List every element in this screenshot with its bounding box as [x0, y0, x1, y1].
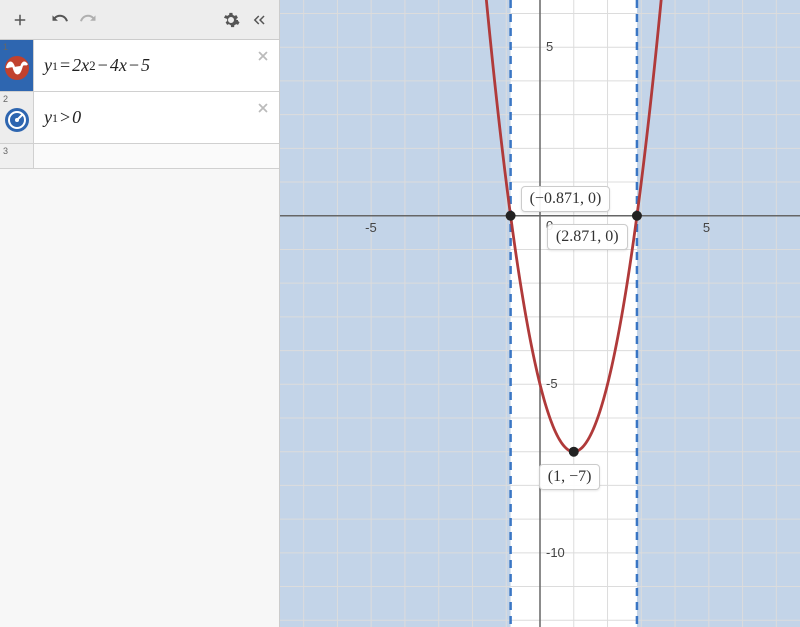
close-icon: [256, 101, 270, 115]
expression-index-tab[interactable]: 1: [0, 40, 34, 91]
y-tick-label: 5: [546, 39, 553, 54]
expression-list: 1 y1 = 2x2 − 4x − 5 2 y1 > 0 3: [0, 40, 279, 627]
delete-expression-button[interactable]: [253, 46, 273, 66]
expression-content[interactable]: y1 = 2x2 − 4x − 5: [34, 40, 279, 91]
point-label[interactable]: (−0.871, 0): [521, 186, 611, 212]
expression-row[interactable]: 1 y1 = 2x2 − 4x − 5: [0, 40, 279, 92]
expression-content[interactable]: [34, 144, 279, 168]
expression-index-tab[interactable]: 3: [0, 144, 34, 168]
inequality-color-icon[interactable]: [5, 108, 29, 132]
expression-sidebar: 1 y1 = 2x2 − 4x − 5 2 y1 > 0 3: [0, 0, 280, 627]
redo-icon: [79, 11, 97, 29]
gear-icon: [222, 11, 240, 29]
expression-index-number: 1: [3, 42, 8, 52]
plus-icon: [11, 11, 29, 29]
shade-left: [280, 0, 511, 627]
y-tick-label: -10: [546, 545, 565, 560]
undo-button[interactable]: [46, 6, 74, 34]
delete-expression-button[interactable]: [253, 98, 273, 118]
redo-button[interactable]: [74, 6, 102, 34]
close-icon: [256, 49, 270, 63]
expression-row[interactable]: 2 y1 > 0: [0, 92, 279, 144]
settings-button[interactable]: [217, 6, 245, 34]
graph-svg: [280, 0, 800, 627]
undo-icon: [51, 11, 69, 29]
expression-content[interactable]: y1 > 0: [34, 92, 279, 143]
graph-canvas[interactable]: -55-10-550(−0.871, 0)(2.871, 0)(1, −7): [280, 0, 800, 627]
x-tick-label: 5: [703, 220, 710, 235]
point-label[interactable]: (1, −7): [539, 464, 601, 490]
marked-point[interactable]: [506, 211, 516, 221]
function-color-icon[interactable]: [5, 56, 29, 80]
x-tick-label: -5: [365, 220, 377, 235]
marked-point[interactable]: [569, 447, 579, 457]
expression-index-number: 2: [3, 94, 8, 104]
collapse-sidebar-button[interactable]: [245, 6, 273, 34]
shade-right: [637, 0, 800, 627]
sidebar-toolbar: [0, 0, 279, 40]
marked-point[interactable]: [632, 211, 642, 221]
chevron-double-left-icon: [250, 11, 268, 29]
y-tick-label: -5: [546, 376, 558, 391]
point-label[interactable]: (2.871, 0): [547, 224, 628, 250]
expression-index-tab[interactable]: 2: [0, 92, 34, 143]
expression-index-number: 3: [3, 146, 8, 156]
add-expression-button[interactable]: [6, 6, 34, 34]
expression-row[interactable]: 3: [0, 144, 279, 169]
